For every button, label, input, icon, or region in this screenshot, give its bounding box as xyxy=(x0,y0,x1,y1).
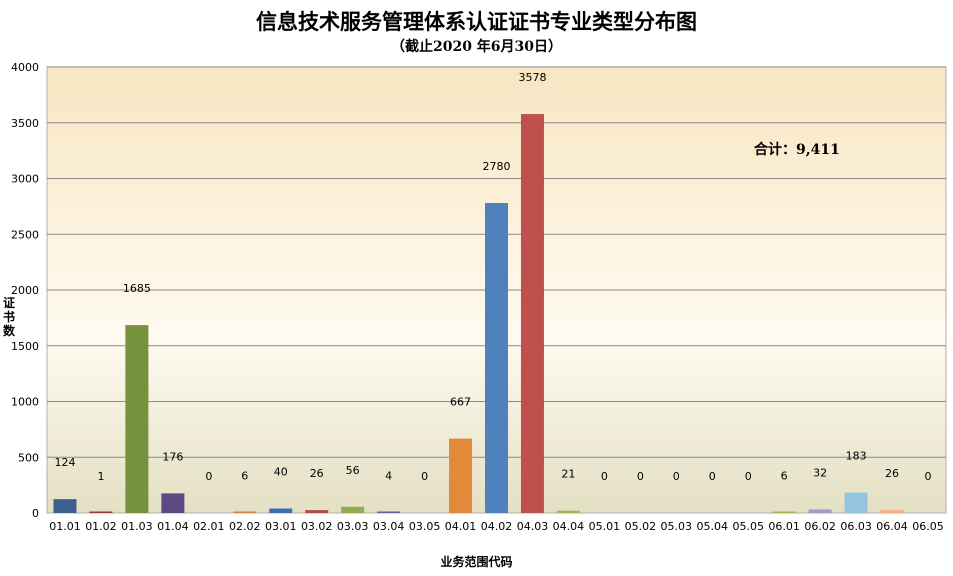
x-tick-label: 02.02 xyxy=(229,520,261,533)
bar xyxy=(377,511,401,513)
bar xyxy=(53,499,77,513)
bar xyxy=(520,114,544,513)
x-tick-label: 02.01 xyxy=(193,520,225,533)
data-label: 32 xyxy=(813,466,827,479)
bar xyxy=(305,510,329,513)
data-label: 0 xyxy=(745,470,752,483)
y-tick-label: 1500 xyxy=(11,340,39,353)
x-tick-label: 03.03 xyxy=(337,520,369,533)
x-tick-label: 06.04 xyxy=(876,520,908,533)
bar xyxy=(269,508,293,513)
x-tick-label: 06.02 xyxy=(804,520,836,533)
bar xyxy=(556,510,580,513)
data-label: 667 xyxy=(450,396,471,409)
chart-title: 信息技术服务管理体系认证证书专业类型分布图 xyxy=(256,9,697,34)
x-tick-label: 03.01 xyxy=(265,520,297,533)
data-label: 26 xyxy=(885,467,899,480)
bar xyxy=(161,493,185,513)
data-label: 0 xyxy=(601,470,608,483)
data-label: 56 xyxy=(346,464,360,477)
data-label: 4 xyxy=(385,470,392,483)
x-tick-label: 01.01 xyxy=(49,520,81,533)
data-label: 40 xyxy=(274,466,288,479)
data-label: 2780 xyxy=(483,160,511,173)
bar xyxy=(125,325,149,513)
y-axis-label: 证书数 xyxy=(2,296,15,338)
x-tick-label: 01.04 xyxy=(157,520,189,533)
data-label: 0 xyxy=(637,470,644,483)
x-tick-label: 06.05 xyxy=(912,520,944,533)
x-axis-label: 业务范围代码 xyxy=(440,555,513,569)
chart-subtitle: （截止2020 年6月30日） xyxy=(390,39,563,55)
data-label: 183 xyxy=(846,450,867,463)
x-tick-label: 03.04 xyxy=(373,520,405,533)
bar xyxy=(485,203,508,513)
data-label: 0 xyxy=(925,470,932,483)
bar xyxy=(772,511,796,513)
x-tick-label: 05.04 xyxy=(697,520,729,533)
bar xyxy=(449,438,473,513)
y-tick-label: 500 xyxy=(18,451,39,464)
data-label: 0 xyxy=(709,470,716,483)
data-label: 6 xyxy=(241,469,248,482)
x-tick-label: 01.02 xyxy=(85,520,117,533)
x-tick-label: 01.03 xyxy=(121,520,153,533)
x-tick-label: 05.03 xyxy=(661,520,693,533)
data-label: 0 xyxy=(673,470,680,483)
bar xyxy=(341,506,365,513)
y-tick-label: 0 xyxy=(32,507,39,520)
bar xyxy=(89,511,113,513)
bar xyxy=(880,510,904,513)
data-label: 124 xyxy=(54,456,75,469)
x-tick-label: 05.01 xyxy=(589,520,621,533)
y-tick-label: 3500 xyxy=(11,117,39,130)
bars xyxy=(53,114,904,513)
x-tick-label: 04.04 xyxy=(553,520,585,533)
bar xyxy=(844,492,868,513)
x-tick-label: 04.03 xyxy=(517,520,549,533)
y-tick-label: 2500 xyxy=(11,228,39,241)
data-label: 1685 xyxy=(123,282,151,295)
total-annotation: 合计：9,411 xyxy=(754,142,840,158)
bar xyxy=(233,511,257,513)
y-tick-labels: 0 500 1000 1500 2000 2500 3000 3500 4000 xyxy=(11,61,39,520)
y-tick-label: 1000 xyxy=(11,396,39,409)
y-tick-label: 4000 xyxy=(11,61,39,74)
y-tick-label: 2000 xyxy=(11,284,39,297)
data-label: 0 xyxy=(421,470,428,483)
data-label: 6 xyxy=(781,469,788,482)
data-label: 0 xyxy=(205,470,212,483)
data-label: 1 xyxy=(97,470,104,483)
x-tick-label: 03.02 xyxy=(301,520,333,533)
bar xyxy=(808,509,832,513)
x-tick-label: 06.03 xyxy=(840,520,872,533)
x-tick-label: 04.01 xyxy=(445,520,477,533)
x-tick-label: 06.01 xyxy=(768,520,800,533)
x-tick-label: 03.05 xyxy=(409,520,441,533)
data-label: 21 xyxy=(561,468,575,481)
x-tick-label: 04.02 xyxy=(481,520,513,533)
x-tick-label: 05.05 xyxy=(732,520,764,533)
data-label: 26 xyxy=(310,467,324,480)
data-label: 3578 xyxy=(518,71,546,84)
y-tick-label: 3000 xyxy=(11,173,39,186)
x-tick-label: 05.02 xyxy=(625,520,657,533)
x-tick-labels: 01.01 01.02 01.03 01.04 02.01 02.02 03.01 03.02… xyxy=(49,520,944,533)
data-label: 176 xyxy=(162,450,183,463)
